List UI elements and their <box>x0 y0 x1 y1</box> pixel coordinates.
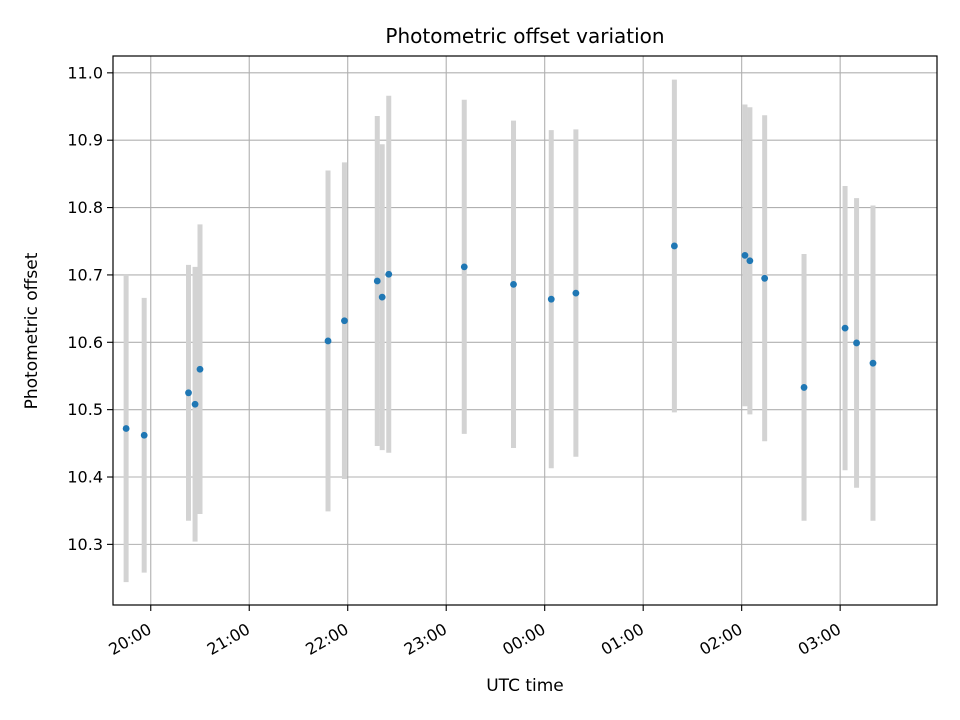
data-point <box>385 270 393 278</box>
y-axis-label: Photometric offset <box>22 252 42 409</box>
data-point <box>196 365 204 373</box>
data-point <box>741 251 749 259</box>
data-point <box>572 289 580 297</box>
data-point <box>547 295 555 303</box>
data-point <box>191 400 199 408</box>
data-points <box>122 242 877 439</box>
y-tick-label: 10.7 <box>67 265 103 284</box>
chart-title: Photometric offset variation <box>385 24 664 48</box>
data-point <box>510 280 517 288</box>
y-tick-label: 10.8 <box>67 198 103 217</box>
grid <box>113 56 937 605</box>
y-tick-label: 10.4 <box>67 468 103 487</box>
data-point <box>185 389 192 397</box>
data-point <box>746 257 754 265</box>
y-tick-label: 11.0 <box>67 63 103 82</box>
data-point <box>800 384 808 391</box>
data-point <box>841 324 849 332</box>
data-point <box>324 337 332 345</box>
data-point <box>869 359 877 367</box>
data-point <box>761 274 769 282</box>
x-axis-label: UTC time <box>486 676 564 696</box>
data-point <box>670 242 678 250</box>
data-point <box>140 431 148 439</box>
data-point <box>122 425 130 432</box>
y-tick-label: 10.6 <box>67 333 103 352</box>
plot-area-frame <box>112 55 938 606</box>
data-point <box>378 293 386 301</box>
y-tick-label: 10.5 <box>67 400 103 419</box>
data-point <box>460 263 468 271</box>
data-point <box>853 339 860 347</box>
data-point <box>373 277 381 285</box>
y-tick-label: 10.9 <box>67 131 103 150</box>
y-tick-label: 10.3 <box>67 535 103 554</box>
data-point <box>341 317 348 325</box>
